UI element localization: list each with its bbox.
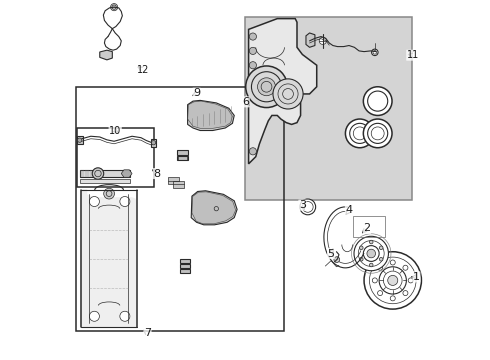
Polygon shape <box>122 170 132 177</box>
Text: 12: 12 <box>137 64 149 75</box>
Circle shape <box>89 311 99 321</box>
Circle shape <box>367 249 375 258</box>
Circle shape <box>249 62 256 69</box>
Circle shape <box>104 188 115 199</box>
Circle shape <box>273 79 303 109</box>
Circle shape <box>369 263 373 267</box>
Circle shape <box>369 240 373 244</box>
Bar <box>177 156 187 159</box>
Bar <box>168 177 179 184</box>
Polygon shape <box>180 259 191 263</box>
Polygon shape <box>306 33 315 47</box>
Circle shape <box>92 168 104 179</box>
Text: 11: 11 <box>407 50 419 60</box>
Bar <box>77 136 82 144</box>
Text: 2: 2 <box>364 224 370 233</box>
Circle shape <box>249 148 256 155</box>
Circle shape <box>360 246 363 249</box>
Text: 10: 10 <box>109 126 122 135</box>
Text: 8: 8 <box>153 168 161 179</box>
Circle shape <box>77 138 82 142</box>
Bar <box>151 139 156 147</box>
Polygon shape <box>245 17 412 200</box>
Circle shape <box>300 199 316 215</box>
Circle shape <box>364 87 392 116</box>
Polygon shape <box>192 192 236 224</box>
Bar <box>76 87 285 330</box>
Bar <box>77 128 154 187</box>
Circle shape <box>258 78 275 96</box>
Bar <box>353 216 385 237</box>
Polygon shape <box>177 156 188 160</box>
Circle shape <box>360 257 363 261</box>
Text: 5: 5 <box>328 248 335 258</box>
Text: 1: 1 <box>413 272 420 282</box>
Circle shape <box>371 49 378 55</box>
Circle shape <box>111 4 118 11</box>
Polygon shape <box>177 150 188 155</box>
Circle shape <box>151 140 156 145</box>
Text: 9: 9 <box>193 88 200 98</box>
Circle shape <box>245 66 287 108</box>
Circle shape <box>388 275 398 285</box>
Text: 7: 7 <box>144 328 151 338</box>
Circle shape <box>379 257 383 261</box>
Text: 6: 6 <box>242 97 249 107</box>
Polygon shape <box>191 191 237 225</box>
Bar <box>173 181 184 188</box>
Polygon shape <box>180 269 191 273</box>
Polygon shape <box>81 189 137 327</box>
Circle shape <box>120 197 130 207</box>
Polygon shape <box>100 50 112 60</box>
Circle shape <box>364 252 421 309</box>
Circle shape <box>89 197 99 207</box>
Polygon shape <box>180 264 191 268</box>
Bar <box>80 179 130 183</box>
Circle shape <box>364 119 392 148</box>
Polygon shape <box>188 100 234 131</box>
Bar <box>80 170 130 177</box>
Text: 3: 3 <box>299 200 306 210</box>
Circle shape <box>354 236 389 271</box>
Circle shape <box>345 119 374 148</box>
Circle shape <box>249 33 256 40</box>
Circle shape <box>379 246 383 249</box>
Text: 4: 4 <box>345 206 353 216</box>
Circle shape <box>120 311 130 321</box>
Polygon shape <box>188 101 232 129</box>
Polygon shape <box>248 19 317 164</box>
Circle shape <box>319 37 326 44</box>
Circle shape <box>249 47 256 54</box>
Circle shape <box>334 257 340 262</box>
